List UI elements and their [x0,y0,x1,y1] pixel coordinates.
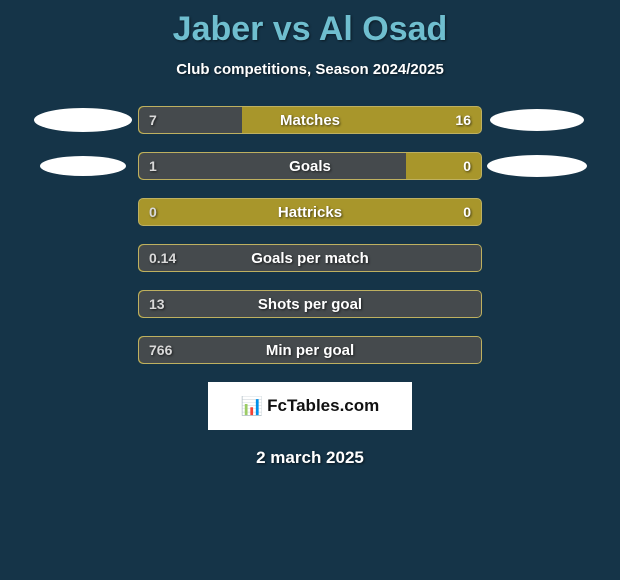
stat-row: 13Shots per goal [0,290,620,318]
page-subtitle: Club competitions, Season 2024/2025 [0,61,620,78]
stat-row: 0.14Goals per match [0,244,620,272]
stat-bar: 13Shots per goal [138,290,482,318]
left-logo-slot [28,108,138,132]
branding-text: FcTables.com [267,396,379,416]
page-title: Jaber vs Al Osad [0,0,620,49]
stat-bar: 0Hattricks0 [138,198,482,226]
stat-row: 0Hattricks0 [0,198,620,226]
chart-icon: 📊 [241,396,263,417]
date-label: 2 march 2025 [0,448,620,468]
stat-label: Min per goal [139,337,481,363]
team-right-logo [487,155,587,177]
stat-bar: 7Matches16 [138,106,482,134]
right-logo-slot [482,155,592,177]
stat-right-value: 0 [463,199,471,225]
stat-label: Goals [139,153,481,179]
right-logo-slot [482,109,592,131]
branding-box[interactable]: 📊 FcTables.com [208,382,412,430]
stat-label: Shots per goal [139,291,481,317]
team-left-logo [40,156,126,176]
stat-row: 7Matches16 [0,106,620,134]
stat-right-value: 0 [463,153,471,179]
stat-bar: 1Goals0 [138,152,482,180]
team-left-logo [34,108,132,132]
team-right-logo [490,109,584,131]
stat-bar: 766Min per goal [138,336,482,364]
stat-row: 1Goals0 [0,152,620,180]
stat-label: Hattricks [139,199,481,225]
stat-row: 766Min per goal [0,336,620,364]
stats-rows: 7Matches161Goals00Hattricks00.14Goals pe… [0,106,620,364]
left-logo-slot [28,156,138,176]
stat-label: Goals per match [139,245,481,271]
stat-right-value: 16 [455,107,471,133]
stat-bar: 0.14Goals per match [138,244,482,272]
stat-label: Matches [139,107,481,133]
